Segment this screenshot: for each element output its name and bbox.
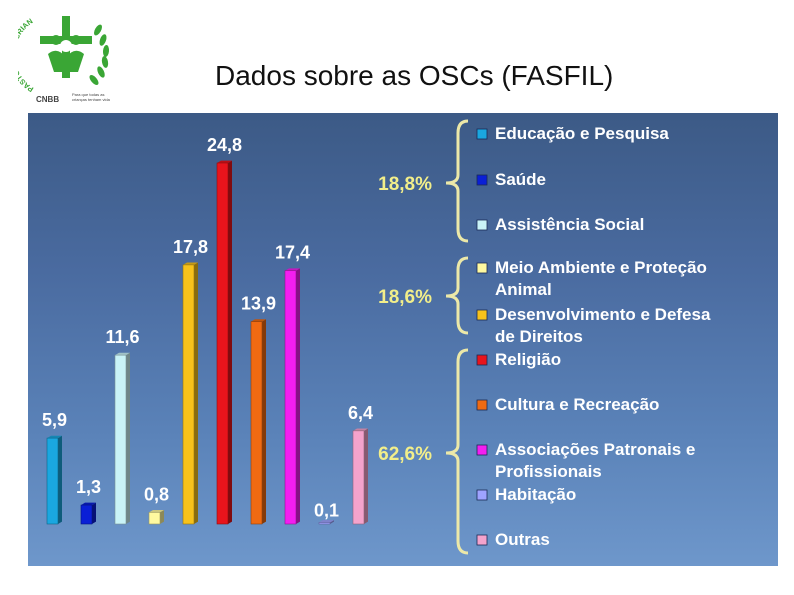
legend-swatch-6 xyxy=(476,399,488,411)
bar-top-5 xyxy=(217,160,232,163)
logo-cross-icon xyxy=(40,16,92,78)
bar-3 xyxy=(148,512,161,525)
bar-side-1 xyxy=(92,502,96,524)
legend-label-5: Religião xyxy=(495,350,561,369)
bar-side-9 xyxy=(364,428,368,524)
bar-value-label-1: 1,3 xyxy=(76,477,101,497)
legend-label-7-line-1: Profissionais xyxy=(495,462,602,481)
laurel-icon xyxy=(89,24,110,85)
legend-label-7-line-0: Associações Patronais e xyxy=(495,440,695,459)
pastoral-da-crianca-logo: PASTORAL DA CRIANÇA CNBB Para que todas … xyxy=(18,10,111,104)
bar-2 xyxy=(114,354,127,525)
slide-title: Dados sobre as OSCs (FASFIL) xyxy=(215,60,614,91)
bar-top-8 xyxy=(319,520,334,523)
legend-label-1: Saúde xyxy=(495,170,546,189)
bar-value-label-4: 17,8 xyxy=(173,237,208,257)
bar-value-label-7: 17,4 xyxy=(275,243,310,263)
bar-top-1 xyxy=(81,502,96,506)
bar-8 xyxy=(318,522,331,525)
bar-side-6 xyxy=(262,319,266,524)
legend-swatch-1 xyxy=(476,174,488,186)
group-brace-2 xyxy=(445,348,469,555)
bar-value-label-0: 5,9 xyxy=(42,410,67,430)
legend-label-9: Outras xyxy=(495,530,550,549)
bar-1 xyxy=(80,504,93,525)
group-brace-1 xyxy=(445,256,469,335)
bar-top-9 xyxy=(353,428,368,431)
bar-value-label-2: 11,6 xyxy=(105,327,139,347)
bar-top-2 xyxy=(115,352,130,356)
legend-swatch-4 xyxy=(476,309,488,321)
bar-side-7 xyxy=(296,268,300,524)
logo-arc-text: PASTORAL DA CRIANÇA xyxy=(18,10,35,94)
bar-side-0 xyxy=(58,435,62,524)
group-percent-label-0: 18,8% xyxy=(378,174,432,195)
logo-tagline-2: crianças tenham vida xyxy=(72,97,111,102)
legend-label-2: Assistência Social xyxy=(495,215,644,234)
bar-4 xyxy=(182,264,195,525)
bar-top-7 xyxy=(285,268,300,271)
legend-swatch-2 xyxy=(476,219,488,231)
legend-label-8: Habitação xyxy=(495,485,576,504)
legend-label-0: Educação e Pesquisa xyxy=(495,124,669,143)
group-percent-label-2: 62,6% xyxy=(378,444,432,465)
legend-swatch-7 xyxy=(476,444,488,456)
bar-chart: 5,9 1,3 11,6 0,8 17,8 24,8 13,9 17,4 0,1 6,4 Educa… xyxy=(42,119,711,555)
bar-top-3 xyxy=(149,509,164,513)
bar-top-6 xyxy=(251,319,266,322)
bar-side-3 xyxy=(160,509,164,524)
bar-side-2 xyxy=(126,352,130,524)
bar-side-5 xyxy=(228,160,232,524)
legend-label-4-line-0: Desenvolvimento e Defesa xyxy=(495,305,711,324)
bar-top-4 xyxy=(183,262,198,265)
chart-panel: 5,9 1,3 11,6 0,8 17,8 24,8 13,9 17,4 0,1 6,4 Educa… xyxy=(28,113,778,566)
bar-value-label-8: 0,1 xyxy=(314,501,339,521)
bar-side-8 xyxy=(330,520,334,524)
bar-value-label-9: 6,4 xyxy=(348,403,373,423)
bar-value-label-5: 24,8 xyxy=(207,135,242,155)
bar-7 xyxy=(284,270,297,525)
bar-value-label-3: 0,8 xyxy=(144,484,169,504)
group-brace-0 xyxy=(445,119,469,243)
legend-label-4-line-1: de Direitos xyxy=(495,327,583,346)
bar-9 xyxy=(352,430,365,525)
legend-swatch-8 xyxy=(476,489,488,501)
legend-label-3-line-0: Meio Ambiente e Proteção xyxy=(495,258,707,277)
bar-5 xyxy=(216,162,229,525)
bar-top-0 xyxy=(47,435,62,439)
bar-6 xyxy=(250,321,263,525)
legend-swatch-0 xyxy=(476,128,488,140)
bar-side-4 xyxy=(194,262,198,524)
bar-0 xyxy=(46,437,59,525)
logo-org-text: CNBB xyxy=(36,95,59,104)
bar-value-label-6: 13,9 xyxy=(241,294,276,314)
legend-swatch-5 xyxy=(476,354,488,366)
group-percent-label-1: 18,6% xyxy=(378,287,432,308)
legend-label-3-line-1: Animal xyxy=(495,280,552,299)
legend-swatch-9 xyxy=(476,534,488,546)
legend-label-6: Cultura e Recreação xyxy=(495,395,659,414)
legend-swatch-3 xyxy=(476,262,488,274)
logo-tagline-1: Para que todas as xyxy=(72,92,104,97)
